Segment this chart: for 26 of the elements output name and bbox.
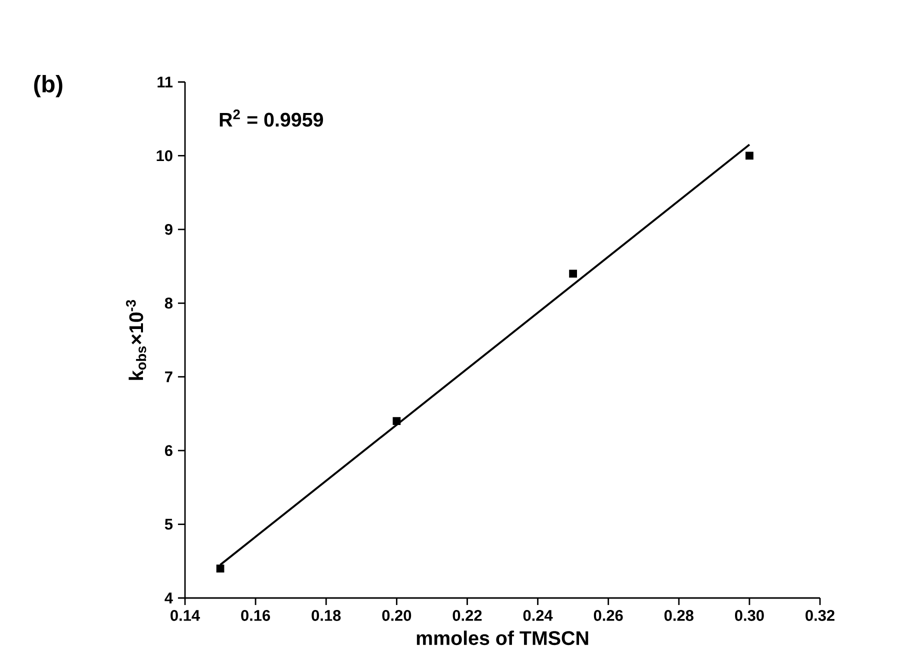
point [569,270,577,278]
x-tick-label: 0.16 [241,610,270,622]
annotation: R$^{2}$ = 0.9959 [220,110,324,127]
x-tick-label: 0.28 [664,610,694,622]
x-tick-label: 0.32 [806,610,834,622]
x-axis-title: mmoles of TMSCN [416,630,588,646]
x-tick-label: 0.22 [452,610,482,622]
y-axis-title: k$_{obs}$×10$^{-3}$ [126,300,146,380]
x-tick-label: 0.26 [594,610,623,622]
y-tick-label: 11 [158,76,173,88]
x-tick-label: 0.24 [523,610,553,622]
y-tick-label: 10 [156,150,172,162]
x-tick-label: 0.20 [382,610,412,622]
y-tick-label: 8 [164,298,173,309]
y-tick-label: 4 [164,592,173,604]
text: (b) [34,75,62,98]
y-tick-label: 9 [164,224,172,236]
point [216,564,224,573]
point [392,417,401,426]
x-tick-label: 0.30 [735,610,764,622]
x-tick-label: 0.18 [312,610,341,622]
y-tick-label: 5 [164,519,173,530]
y-tick-label: 7 [165,372,172,382]
x-tick-label: 0.14 [170,610,200,622]
y-tick-label: 6 [164,445,172,456]
point [746,152,754,160]
